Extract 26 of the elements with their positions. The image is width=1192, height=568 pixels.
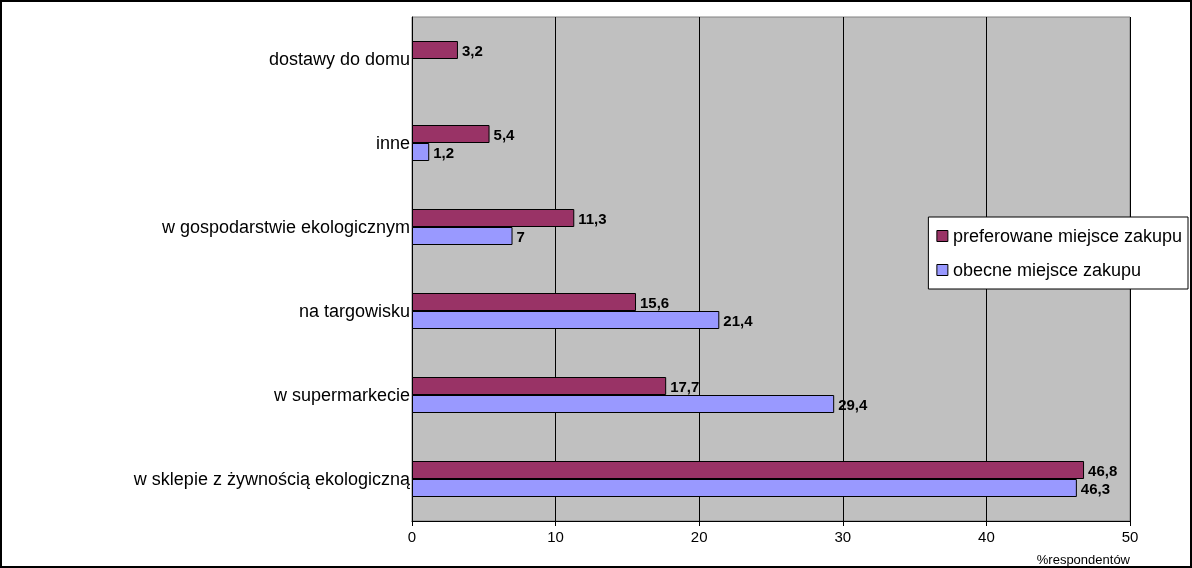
x-tick-label: 40: [978, 528, 995, 545]
data-label: 3,2: [461, 41, 483, 59]
data-label: 17,7: [670, 377, 700, 395]
legend-label: obecne miejsce zakupu: [952, 260, 1141, 280]
x-tick-label: 10: [547, 528, 564, 545]
data-label: 15,6: [640, 293, 670, 311]
data-label: 5,4: [493, 125, 516, 143]
data-label: 46,3: [1080, 479, 1111, 497]
x-axis-title: %respondentów: [1036, 552, 1131, 567]
x-tick-label: 50: [1121, 528, 1139, 545]
legend-label: preferowane miejsce zakupu: [952, 226, 1182, 246]
data-label: 46,8: [1088, 461, 1118, 479]
y-tick-label: na targowisku: [298, 301, 410, 321]
y-tick-label: w sklepie z żywnością ekologiczną: [132, 469, 411, 489]
data-label: 1,2: [433, 143, 455, 161]
bar: [412, 41, 458, 59]
data-label: 21,4: [723, 311, 754, 329]
x-tick-label: 0: [407, 528, 417, 545]
x-tick-label: 20: [690, 528, 708, 545]
data-label: 11,3: [578, 209, 607, 227]
y-tick-label: w supermarkecie: [272, 385, 410, 405]
y-tick-label: w gospodarstwie ekologicznym: [160, 217, 410, 237]
y-tick-label: inne: [375, 133, 410, 153]
y-tick-label: dostawy do domu: [268, 49, 410, 69]
data-label: 7: [516, 227, 525, 245]
x-tick-label: 30: [834, 528, 852, 545]
